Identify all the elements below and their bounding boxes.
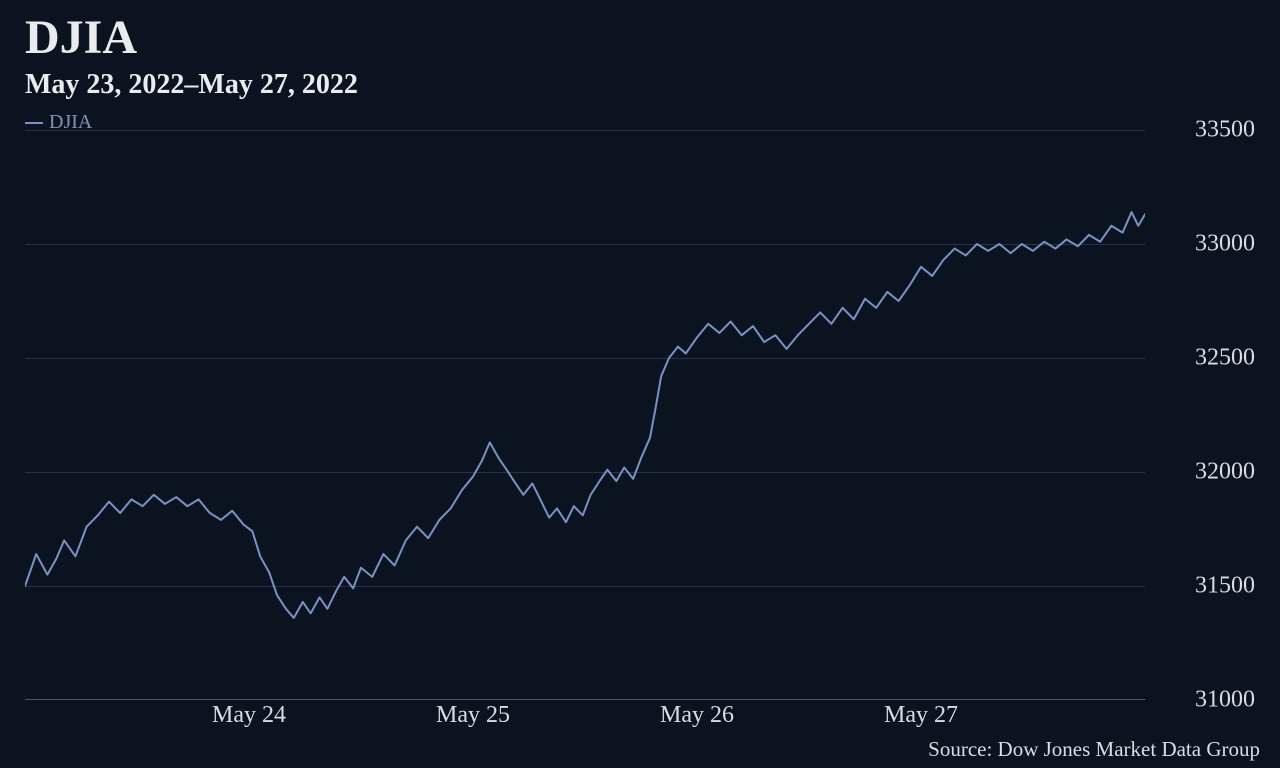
- y-axis-labels: 310003150032000325003300033500: [1155, 130, 1255, 700]
- chart-container: DJIA May 23, 2022–May 27, 2022 DJIA 3100…: [0, 0, 1280, 768]
- legend-line-icon: [25, 122, 43, 124]
- x-tick-label: May 24: [212, 702, 286, 729]
- y-tick-label: 31000: [1195, 687, 1255, 714]
- x-axis-labels: May 24 May 25 May 26 May 27: [25, 702, 1145, 732]
- chart-source: Source: Dow Jones Market Data Group: [928, 737, 1260, 762]
- chart-subtitle: May 23, 2022–May 27, 2022: [25, 69, 1260, 101]
- x-tick-label: May 27: [884, 702, 958, 729]
- x-tick-label: May 26: [660, 702, 734, 729]
- y-tick-label: 33500: [1195, 117, 1255, 144]
- price-line: [25, 212, 1145, 618]
- y-tick-label: 32000: [1195, 459, 1255, 486]
- chart-plot-area: [25, 130, 1145, 700]
- chart-plot-wrapper: 310003150032000325003300033500: [25, 130, 1255, 700]
- y-tick-label: 32500: [1195, 345, 1255, 372]
- chart-title: DJIA: [25, 10, 1260, 65]
- y-tick-label: 33000: [1195, 231, 1255, 258]
- x-tick-label: May 25: [436, 702, 510, 729]
- y-tick-label: 31500: [1195, 573, 1255, 600]
- chart-line-svg: [25, 130, 1145, 700]
